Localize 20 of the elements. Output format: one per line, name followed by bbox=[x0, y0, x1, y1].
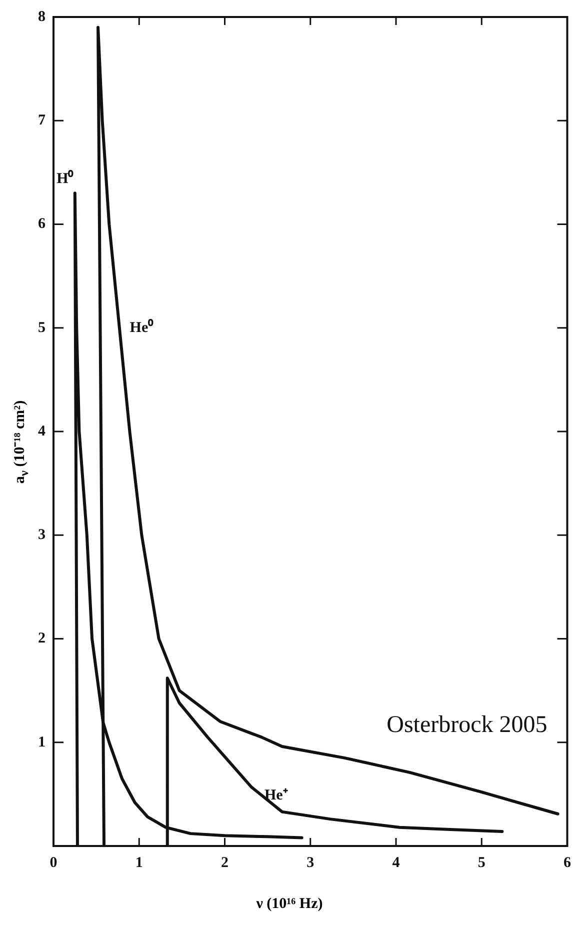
series-label: He⁰ bbox=[130, 318, 154, 336]
x-tick-label: 3 bbox=[306, 854, 314, 871]
y-tick-label: 2 bbox=[38, 630, 46, 647]
x-tick-label: 1 bbox=[135, 854, 143, 871]
y-tick-label: 8 bbox=[38, 8, 46, 25]
annotation: Osterbrock 2005 bbox=[386, 712, 548, 738]
x-tick-label: 2 bbox=[221, 854, 228, 871]
y-tick-label: 1 bbox=[38, 734, 46, 750]
x-tick-label: 4 bbox=[392, 854, 400, 871]
y-tick-label: 5 bbox=[38, 320, 46, 336]
x-axis-title: ν (10¹⁶ Hz) bbox=[255, 896, 324, 913]
y-tick-label: 4 bbox=[38, 423, 46, 440]
x-tick-label: 5 bbox=[478, 854, 486, 871]
y-tick-label: 3 bbox=[38, 527, 46, 543]
series-label: H⁰ bbox=[56, 169, 74, 188]
y-tick-label: 7 bbox=[38, 112, 46, 128]
series-label: He⁺ bbox=[264, 788, 288, 804]
x-tick-label: 0 bbox=[50, 854, 58, 871]
y-tick-label: 6 bbox=[38, 216, 46, 232]
x-tick-label: 6 bbox=[564, 854, 572, 871]
